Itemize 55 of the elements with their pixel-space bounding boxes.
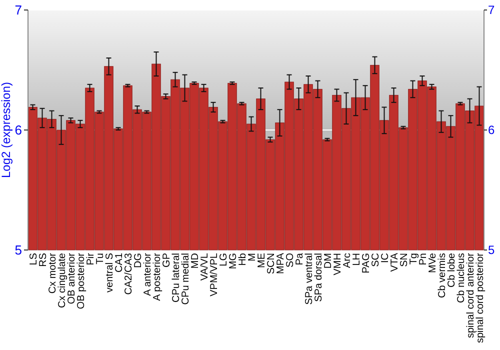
y-tick-label: 7	[14, 2, 22, 18]
y-tick-label: 6	[14, 122, 22, 138]
x-tick-label: CA1	[114, 252, 125, 272]
x-tick-label: Cx cingulate	[56, 252, 68, 308]
x-tick-label: Tu	[94, 253, 106, 264]
x-tick-label: LH	[351, 253, 362, 266]
x-tick-label: Pn	[418, 253, 429, 266]
x-tick-label: M	[246, 253, 258, 262]
x-tick-label: MG	[228, 252, 239, 270]
x-tick-label: Tg	[408, 253, 420, 265]
x-tick-label: SC	[370, 253, 382, 267]
x-tick-label: Cb lobe	[446, 252, 458, 288]
x-tick-label: MPA	[275, 252, 286, 274]
x-tick-label: VPM/VPL	[208, 252, 220, 296]
x-tick-label: VMH	[332, 253, 344, 276]
x-tick-label: ventral S	[104, 252, 116, 292]
x-tick-label: VA/VL	[199, 252, 210, 281]
y-tick-label: 5	[14, 242, 22, 258]
x-tick-label: Cb nucleus	[456, 253, 467, 304]
x-tick-label: GP	[161, 252, 172, 268]
x-tick-label: Cb vermis	[436, 253, 448, 298]
x-tick-label: SPa ventral	[304, 253, 315, 305]
y2-tick-label: 5	[488, 243, 495, 258]
x-tick-label: spinal cord anterior	[465, 252, 476, 338]
y-axis-title: Log2 (expression)	[0, 82, 13, 178]
x-tick-label: OB posterior	[76, 252, 87, 310]
x-tick-label: CA2/CA3	[123, 252, 134, 295]
x-tick-label: A anterior	[142, 252, 154, 296]
x-tick-label: CPu lateral	[170, 253, 182, 302]
y2-tick-label: 6	[488, 123, 495, 138]
x-tick-label: SCN	[266, 253, 277, 274]
x-tick-label: LG	[218, 252, 230, 266]
x-tick-label: A posterior	[152, 252, 163, 301]
x-tick-label: ME	[256, 252, 268, 268]
y2-tick-label: 7	[488, 3, 495, 18]
x-tick-label: spinal cord posterior	[474, 252, 486, 344]
x-tick-label: MVe	[427, 252, 438, 274]
x-tick-label: SN	[398, 253, 410, 267]
x-tick-label: MD	[190, 253, 201, 269]
x-tick-label: SO	[284, 252, 296, 268]
x-tick-label: PAG	[360, 252, 372, 274]
x-tick-label: Pir	[85, 252, 96, 266]
x-tick-label: DG	[132, 252, 144, 268]
x-tick-label: SPa dorsal	[313, 253, 324, 302]
x-tick-label: VTA	[389, 252, 400, 272]
x-tick-label: IC	[380, 253, 391, 263]
x-tick-label: CPu medial	[180, 253, 192, 305]
x-tick-label: DM	[322, 253, 334, 269]
x-tick-label: OB anterior	[66, 252, 78, 304]
x-tick-label: Arc	[342, 253, 353, 268]
x-tick-label: Hb	[237, 252, 248, 266]
x-tick-label: Cx motor	[47, 252, 58, 294]
x-tick-label: Pa	[294, 252, 306, 266]
x-tick-label: LS	[28, 252, 40, 266]
x-tick-label: RS	[38, 252, 49, 267]
